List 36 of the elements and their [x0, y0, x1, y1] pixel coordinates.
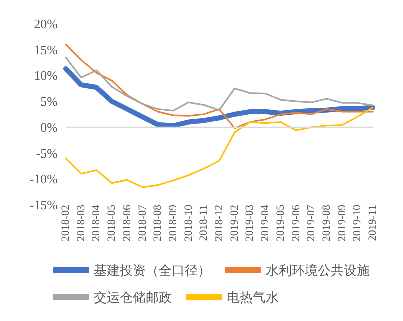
- x-tick-label: 2019-08: [320, 204, 333, 242]
- x-tick-label: 2019-09: [336, 204, 348, 242]
- x-tick-label: 2018-07: [136, 204, 149, 242]
- x-tick-label: 2018-05: [106, 204, 118, 242]
- x-tick-label: 2018-08: [152, 204, 164, 242]
- x-tick-label: 2019-06: [290, 204, 302, 242]
- x-tick-label: 2019-04: [260, 204, 272, 242]
- y-tick-label: 5%: [40, 94, 58, 110]
- x-tick-label: 2018-04: [90, 204, 103, 242]
- y-tick-label: 15%: [34, 42, 58, 58]
- x-tick-label: 2019-11: [367, 205, 379, 242]
- y-tick-label: 20%: [34, 16, 58, 32]
- line-series: [65, 106, 374, 188]
- x-tick-label: 2018-02: [60, 205, 72, 242]
- x-tick-label: 2019-02: [228, 205, 241, 242]
- x-tick-label: 2018-11: [198, 205, 210, 242]
- y-tick-label: 10%: [34, 68, 58, 84]
- x-tick-label: 2019-03: [244, 204, 256, 242]
- line-series: [65, 44, 374, 130]
- legend-label: 基建投资（全口径）: [94, 263, 211, 278]
- line-series: [65, 56, 374, 112]
- legend-label: 电热气水: [227, 290, 279, 305]
- x-tick-label: 2019-05: [274, 204, 287, 242]
- x-tick-label: 2018-09: [167, 204, 180, 242]
- x-tick-label: 2019-07: [306, 204, 318, 242]
- x-tick-label: 2019-10: [352, 204, 364, 242]
- x-tick-label: 2018-06: [121, 204, 134, 242]
- x-tick-label: 2018-10: [182, 204, 195, 242]
- y-tick-label: 0%: [40, 120, 58, 135]
- x-tick-label: 2018-03: [75, 204, 88, 242]
- legend-label: 交运仓储邮政: [94, 290, 172, 305]
- legend-label: 水利环境公共设施: [266, 263, 370, 278]
- y-tick-label: -5%: [36, 146, 58, 161]
- y-tick-label: -10%: [30, 172, 58, 187]
- x-tick-label: 2018-12: [214, 205, 226, 242]
- y-tick-label: -15%: [30, 198, 58, 212]
